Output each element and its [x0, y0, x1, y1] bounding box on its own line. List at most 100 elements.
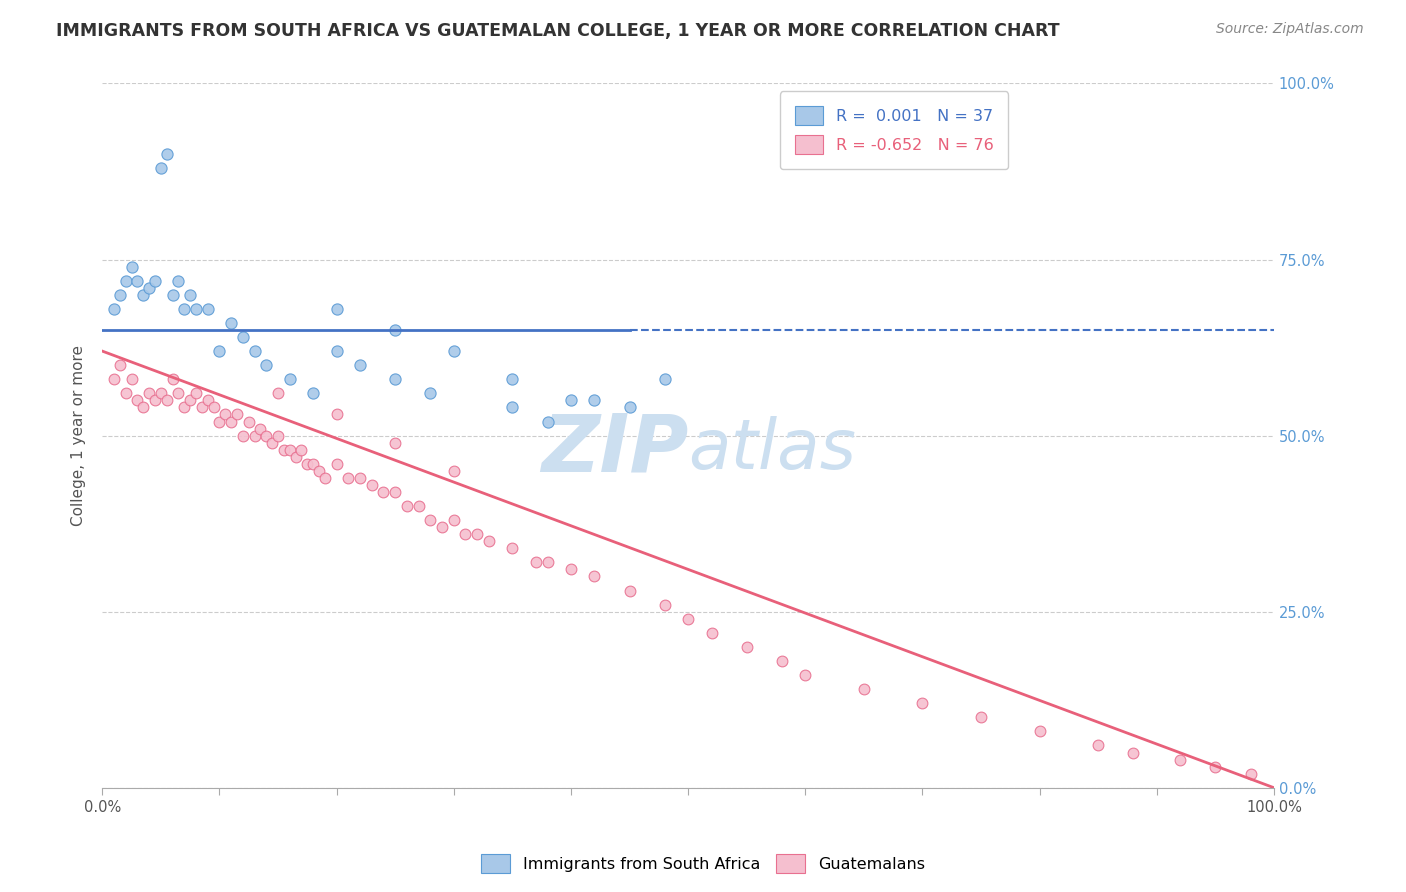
Point	[208, 344, 231, 359]
Point	[149, 161, 172, 175]
Text: atlas: atlas	[688, 417, 856, 483]
Text: Source: ZipAtlas.com: Source: ZipAtlas.com	[1216, 22, 1364, 37]
Point	[911, 696, 934, 710]
Point	[197, 393, 219, 408]
Point	[219, 316, 242, 330]
Point	[443, 344, 465, 359]
Point	[349, 358, 371, 372]
Point	[278, 442, 301, 457]
Point	[325, 408, 347, 422]
Point	[619, 401, 641, 415]
Point	[302, 386, 325, 401]
Point	[156, 147, 179, 161]
Point	[1239, 766, 1261, 780]
Point	[700, 625, 723, 640]
Point	[214, 408, 236, 422]
Point	[676, 612, 699, 626]
Point	[395, 499, 418, 513]
Point	[501, 541, 523, 556]
Point	[238, 415, 260, 429]
Point	[654, 598, 676, 612]
Point	[408, 499, 430, 513]
Point	[384, 485, 406, 500]
Point	[138, 281, 160, 295]
Point	[249, 421, 271, 435]
Point	[191, 401, 214, 415]
Point	[970, 710, 993, 724]
Point	[325, 301, 347, 316]
Point	[278, 372, 301, 386]
Point	[132, 287, 155, 301]
Point	[267, 386, 290, 401]
Point	[167, 274, 190, 288]
Point	[349, 471, 371, 485]
Point	[273, 442, 295, 457]
Point	[501, 372, 523, 386]
Point	[167, 386, 190, 401]
Point	[208, 415, 231, 429]
Point	[302, 457, 325, 471]
Point	[254, 358, 277, 372]
Point	[284, 450, 307, 464]
Point	[243, 344, 266, 359]
Point	[654, 372, 676, 386]
Point	[243, 428, 266, 442]
Point	[162, 287, 184, 301]
Point	[290, 442, 312, 457]
Point	[430, 520, 453, 534]
Point	[103, 372, 125, 386]
Point	[524, 555, 547, 569]
Point	[419, 386, 441, 401]
Point	[360, 478, 382, 492]
Point	[465, 527, 488, 541]
Point	[179, 393, 201, 408]
Point	[770, 654, 793, 668]
Point	[325, 457, 347, 471]
Point	[108, 287, 131, 301]
Point	[297, 457, 319, 471]
Point	[852, 682, 875, 697]
Point	[138, 386, 160, 401]
Point	[384, 372, 406, 386]
Point	[184, 301, 207, 316]
Point	[1168, 753, 1191, 767]
Text: IMMIGRANTS FROM SOUTH AFRICA VS GUATEMALAN COLLEGE, 1 YEAR OR MORE CORRELATION C: IMMIGRANTS FROM SOUTH AFRICA VS GUATEMAL…	[56, 22, 1060, 40]
Point	[143, 274, 166, 288]
Point	[219, 415, 242, 429]
Point	[156, 393, 179, 408]
Point	[583, 393, 606, 408]
Point	[735, 640, 758, 654]
Point	[114, 274, 136, 288]
Point	[1122, 746, 1144, 760]
Point	[1028, 724, 1050, 739]
Point	[143, 393, 166, 408]
Point	[619, 583, 641, 598]
Point	[262, 435, 284, 450]
Point	[173, 301, 195, 316]
Point	[314, 471, 336, 485]
Point	[267, 428, 290, 442]
Point	[226, 408, 249, 422]
Point	[127, 393, 149, 408]
Point	[478, 534, 501, 549]
Point	[384, 435, 406, 450]
Point	[560, 562, 582, 576]
Point	[121, 260, 143, 274]
Point	[232, 428, 254, 442]
Text: ZIP: ZIP	[541, 410, 688, 489]
Point	[536, 415, 558, 429]
Point	[384, 323, 406, 337]
Point	[443, 464, 465, 478]
Point	[121, 372, 143, 386]
Point	[197, 301, 219, 316]
Point	[454, 527, 477, 541]
Point	[149, 386, 172, 401]
Point	[536, 555, 558, 569]
Point	[1087, 739, 1109, 753]
Point	[583, 569, 606, 583]
Point	[184, 386, 207, 401]
Point	[162, 372, 184, 386]
Point	[132, 401, 155, 415]
Point	[560, 393, 582, 408]
Point	[127, 274, 149, 288]
